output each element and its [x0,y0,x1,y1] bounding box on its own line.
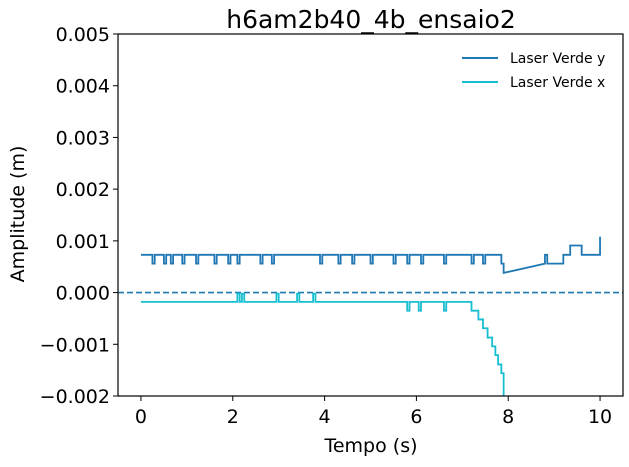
axes-frame [117,33,624,397]
y-tick-label: −0.002 [40,386,110,408]
y-tick-label: 0.001 [56,231,110,253]
y-tick-label: 0.003 [56,127,110,149]
x-tick-label: 6 [410,406,422,428]
plot-area [118,236,623,396]
legend-label: Laser Verde y [510,51,605,67]
series-line-laser-verde-x [140,292,505,396]
y-tick-label: 0.005 [56,24,110,46]
x-tick-label: 0 [135,406,147,428]
y-axis-label: Amplitude (m) [7,146,29,283]
series-line-laser-verde-y [140,236,601,275]
y-tick-label: 0.000 [56,283,110,305]
legend-label: Laser Verde x [510,75,605,91]
legend: Laser Verde y Laser Verde x [462,51,605,91]
y-tick-label: 0.002 [56,179,110,201]
y-tick-label: −0.001 [40,334,110,356]
x-tick-label: 8 [502,406,514,428]
axes: 0 2 4 6 8 10 −0.002 −0.001 0.000 0.001 0.002 0.003 0… [40,24,624,428]
x-tick-label: 2 [227,406,239,428]
x-axis-label: Tempo (s) [323,435,417,457]
x-tick-label: 10 [588,406,612,428]
chart-title: h6am2b40_4b_ensaio2 [226,5,516,34]
x-tick-label: 4 [319,406,331,428]
y-tick-label: 0.004 [56,76,110,98]
